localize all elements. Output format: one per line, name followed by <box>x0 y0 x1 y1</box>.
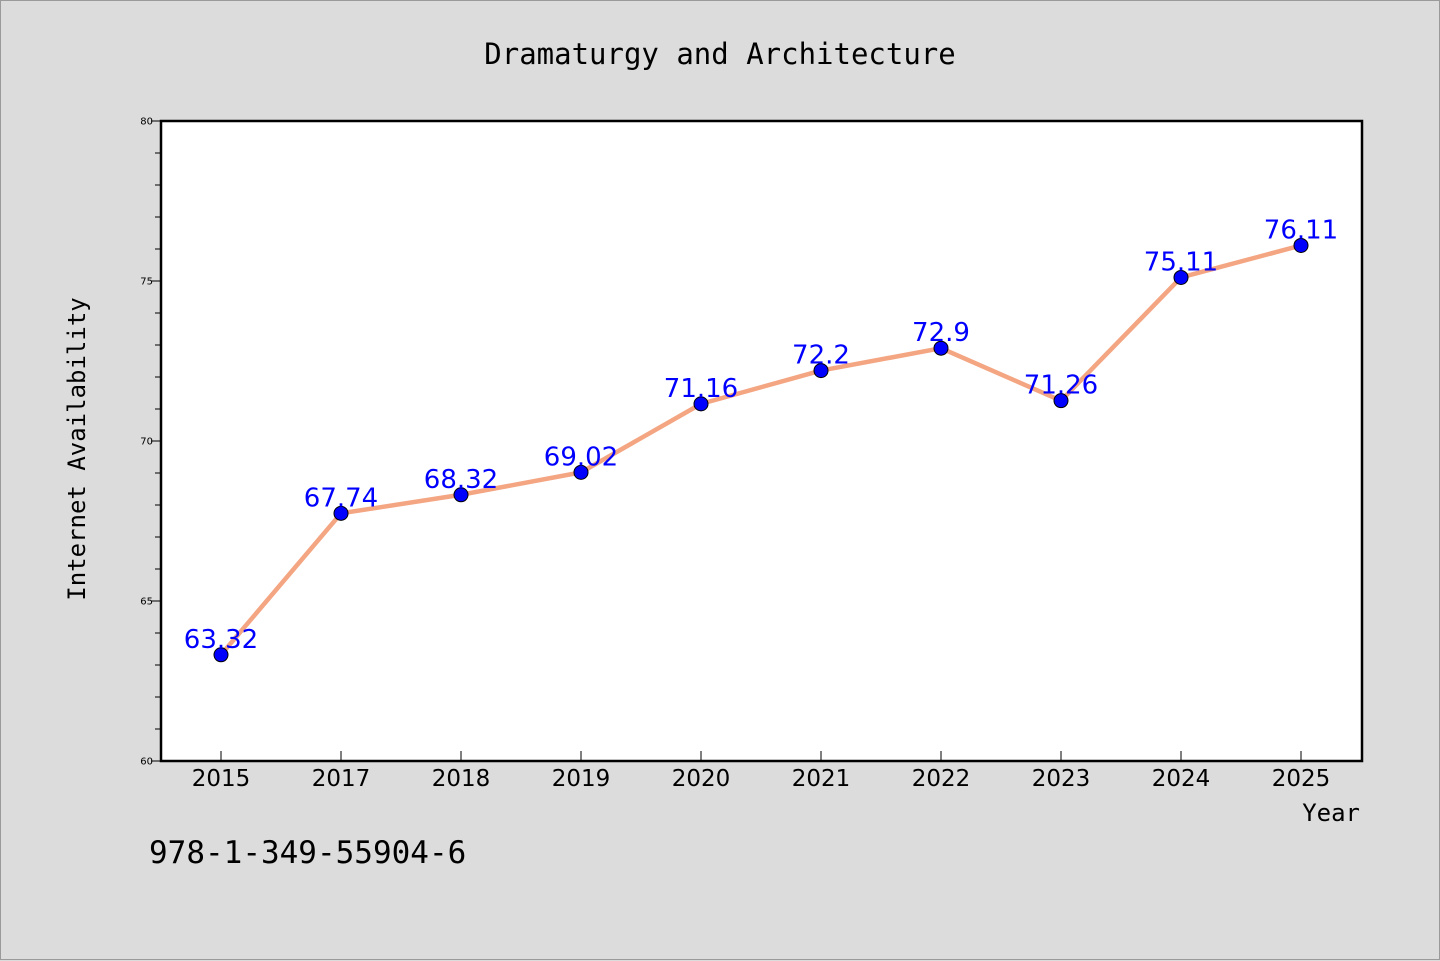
data-label: 72.9 <box>912 318 970 348</box>
x-tick-label: 2017 <box>312 766 371 792</box>
y-tick-label: 60 <box>140 757 153 768</box>
x-axis-label: Year <box>1302 799 1360 827</box>
plot-area <box>161 121 1362 761</box>
x-axis-ticks: 2015 2017 2018 2019 2020 2021 2022 2023 2024 2025 <box>192 751 1331 792</box>
x-tick-label: 2025 <box>1272 766 1331 792</box>
data-point <box>213 647 229 663</box>
x-tick-label: 2024 <box>1152 766 1211 792</box>
x-tick-label: 2018 <box>432 766 491 792</box>
data-labels-group: 63.32 67.74 68.32 69.02 71.16 72.2 72.9 71.26 75… <box>184 215 1338 654</box>
y-tick-label: 80 <box>140 117 153 128</box>
x-tick-label: 2021 <box>792 766 851 792</box>
data-point <box>1053 393 1069 409</box>
x-tick-label: 2019 <box>552 766 611 792</box>
y-tick-label: 65 <box>140 597 153 608</box>
data-label: 72.2 <box>792 341 850 371</box>
data-point <box>1173 269 1189 285</box>
y-tick-label: 75 <box>140 277 153 288</box>
series-line <box>218 243 1304 658</box>
x-tick-label: 2020 <box>672 766 731 792</box>
data-point <box>693 396 709 412</box>
data-label: 75.11 <box>1144 247 1218 277</box>
data-point <box>933 340 949 356</box>
data-label: 71.16 <box>664 374 738 404</box>
data-label: 63.32 <box>184 625 258 655</box>
plot-frame <box>159 119 1364 763</box>
series-markers-group <box>213 237 1309 663</box>
isbn-text: 978-1-349-55904-6 <box>149 835 467 871</box>
data-point <box>573 464 589 480</box>
data-point <box>333 505 349 521</box>
data-point <box>1293 237 1309 253</box>
x-tick-label: 2023 <box>1032 766 1091 792</box>
y-tick-label: 70 <box>140 437 153 448</box>
data-label: 71.26 <box>1024 371 1098 401</box>
data-point <box>453 487 469 503</box>
y-axis-ticks: 60 65 70 75 80 <box>140 117 161 768</box>
x-tick-label: 2015 <box>192 766 251 792</box>
data-label: 76.11 <box>1264 215 1338 245</box>
data-label: 67.74 <box>304 483 378 513</box>
data-point <box>813 363 829 379</box>
data-label: 68.32 <box>424 465 498 495</box>
data-label: 69.02 <box>544 442 618 472</box>
x-tick-label: 2022 <box>912 766 971 792</box>
y-axis-label: Internet Availability <box>63 297 91 600</box>
series-line-group <box>218 243 1304 658</box>
chart-title: Dramaturgy and Architecture <box>484 37 955 71</box>
